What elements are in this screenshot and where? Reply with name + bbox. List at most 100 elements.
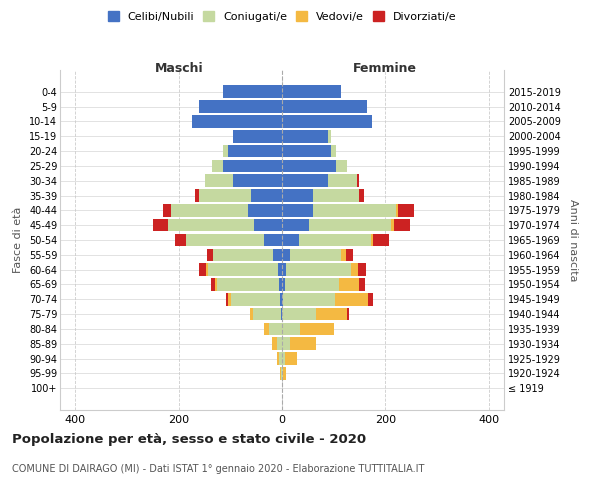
Bar: [250, 308, 253, 320]
Bar: [206, 264, 208, 276]
Y-axis label: Fasce di età: Fasce di età: [13, 207, 23, 273]
Text: Popolazione per età, sesso e stato civile - 2020: Popolazione per età, sesso e stato civil…: [12, 432, 366, 446]
Text: Maschi: Maschi: [154, 62, 203, 76]
Bar: [273, 248, 282, 261]
Bar: [357, 174, 359, 187]
Bar: [207, 248, 214, 261]
Bar: [282, 278, 284, 291]
Bar: [153, 219, 169, 232]
Bar: [284, 278, 339, 291]
Bar: [282, 189, 313, 202]
Bar: [277, 338, 282, 350]
Bar: [309, 219, 391, 232]
Bar: [299, 234, 371, 246]
Bar: [233, 130, 282, 142]
Bar: [281, 308, 282, 320]
Bar: [195, 189, 199, 202]
Bar: [228, 145, 282, 158]
Bar: [223, 160, 282, 172]
Bar: [217, 278, 280, 291]
Bar: [316, 308, 347, 320]
Bar: [328, 174, 357, 187]
Bar: [395, 204, 398, 216]
Bar: [282, 293, 283, 306]
Bar: [282, 219, 309, 232]
Bar: [336, 160, 347, 172]
Bar: [328, 130, 331, 142]
Bar: [282, 86, 341, 98]
Bar: [171, 204, 248, 216]
Bar: [282, 367, 283, 380]
Bar: [264, 234, 282, 246]
Bar: [398, 204, 413, 216]
Bar: [335, 293, 368, 306]
Bar: [283, 293, 335, 306]
Bar: [233, 174, 282, 187]
Bar: [199, 189, 251, 202]
Bar: [272, 338, 277, 350]
Bar: [214, 248, 273, 261]
Bar: [282, 204, 313, 216]
Bar: [281, 367, 282, 380]
Bar: [211, 278, 215, 291]
Bar: [280, 367, 281, 380]
Bar: [282, 338, 290, 350]
Bar: [187, 234, 264, 246]
Bar: [300, 322, 334, 335]
Legend: Celibi/Nubili, Coniugati/e, Vedovi/e, Divorziati/e: Celibi/Nubili, Coniugati/e, Vedovi/e, Di…: [104, 8, 460, 25]
Bar: [341, 248, 346, 261]
Bar: [278, 264, 282, 276]
Y-axis label: Anni di nascita: Anni di nascita: [568, 198, 578, 281]
Bar: [254, 219, 282, 232]
Bar: [253, 308, 281, 320]
Bar: [282, 352, 284, 365]
Bar: [290, 248, 341, 261]
Bar: [229, 293, 231, 306]
Bar: [371, 234, 373, 246]
Bar: [226, 293, 229, 306]
Bar: [175, 234, 187, 246]
Bar: [199, 100, 282, 113]
Bar: [313, 204, 395, 216]
Bar: [394, 219, 410, 232]
Bar: [391, 219, 394, 232]
Bar: [373, 234, 389, 246]
Bar: [339, 278, 359, 291]
Bar: [282, 308, 316, 320]
Bar: [212, 160, 223, 172]
Text: Femmine: Femmine: [353, 62, 417, 76]
Bar: [358, 264, 366, 276]
Bar: [282, 100, 367, 113]
Bar: [223, 145, 228, 158]
Bar: [282, 234, 299, 246]
Bar: [368, 293, 373, 306]
Bar: [282, 130, 328, 142]
Bar: [347, 308, 349, 320]
Bar: [350, 264, 358, 276]
Text: COMUNE DI DAIRAGO (MI) - Dati ISTAT 1° gennaio 2020 - Elaborazione TUTTITALIA.IT: COMUNE DI DAIRAGO (MI) - Dati ISTAT 1° g…: [12, 464, 424, 474]
Bar: [282, 145, 331, 158]
Bar: [282, 174, 328, 187]
Bar: [282, 115, 373, 128]
Bar: [282, 160, 336, 172]
Bar: [290, 338, 316, 350]
Bar: [205, 174, 233, 187]
Bar: [280, 293, 282, 306]
Bar: [359, 278, 365, 291]
Bar: [283, 367, 286, 380]
Bar: [331, 145, 336, 158]
Bar: [248, 204, 282, 216]
Bar: [215, 278, 217, 291]
Bar: [284, 352, 298, 365]
Bar: [163, 204, 171, 216]
Bar: [277, 352, 280, 365]
Bar: [269, 322, 282, 335]
Bar: [223, 86, 282, 98]
Bar: [169, 219, 254, 232]
Bar: [282, 264, 286, 276]
Bar: [346, 248, 353, 261]
Bar: [208, 264, 278, 276]
Bar: [264, 322, 269, 335]
Bar: [282, 248, 290, 261]
Bar: [280, 278, 282, 291]
